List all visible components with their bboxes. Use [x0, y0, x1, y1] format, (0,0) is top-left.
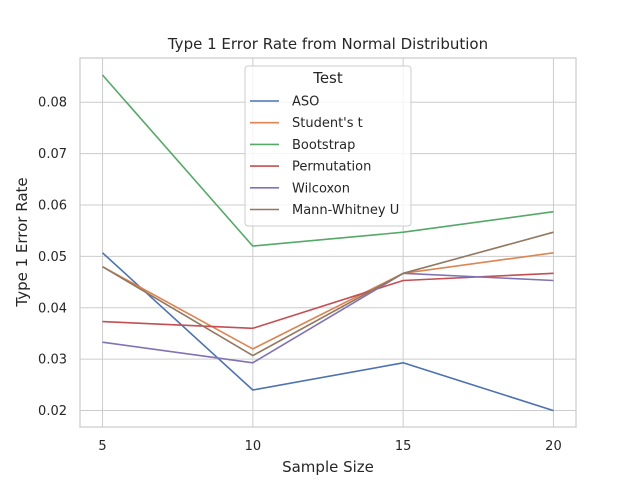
plot-frame [79, 57, 577, 428]
legend-label-mann-whitney-u: Mann-Whitney U [292, 203, 399, 218]
legend-label-permutation: Permutation [292, 160, 371, 175]
series-line-aso [101, 252, 554, 412]
legend-label-aso: ASO [292, 95, 319, 110]
series-line-student-s-t [102, 252, 554, 350]
legend-box [244, 65, 412, 227]
y-tick-labels: 0.02 0.03 0.04 0.05 0.06 0.07 0.08 [38, 96, 67, 419]
y-tick-label: 0.06 [38, 198, 67, 213]
x-tick-label: 5 [98, 439, 106, 454]
y-tick-label: 0.08 [38, 96, 67, 111]
y-tick-label: 0.02 [38, 404, 67, 419]
x-tick-label: 20 [545, 439, 562, 454]
y-tick-label: 0.07 [38, 147, 67, 162]
series-lines [101, 74, 554, 412]
x-tick-label: 15 [395, 439, 412, 454]
chart-title: Type 1 Error Rate from Normal Distributi… [167, 35, 488, 53]
x-tick-labels: 5 10 15 20 [98, 439, 561, 454]
legend-items: ASO Student's t Bootstrap Permutation Wilcox… [250, 95, 399, 218]
legend-label-wilcoxon: Wilcoxon [292, 181, 350, 196]
legend-label-bootstrap: Bootstrap [292, 138, 355, 153]
y-axis-label: Type 1 Error Rate [13, 177, 31, 307]
y-tick-label: 0.03 [38, 353, 67, 368]
series-line-wilcoxon [102, 272, 554, 364]
y-tick-label: 0.04 [38, 301, 67, 316]
series-line-bootstrap [101, 74, 554, 247]
series-line-mann-whitney-u [102, 231, 554, 357]
legend-label-student-s-t: Student's t [292, 116, 363, 131]
y-tick-label: 0.05 [38, 250, 67, 265]
x-axis-label: Sample Size [282, 458, 374, 476]
legend: Test ASO Student's t Bootstrap Permutation W… [244, 65, 412, 227]
legend-title: Test [312, 69, 343, 87]
x-tick-label: 10 [245, 439, 262, 454]
